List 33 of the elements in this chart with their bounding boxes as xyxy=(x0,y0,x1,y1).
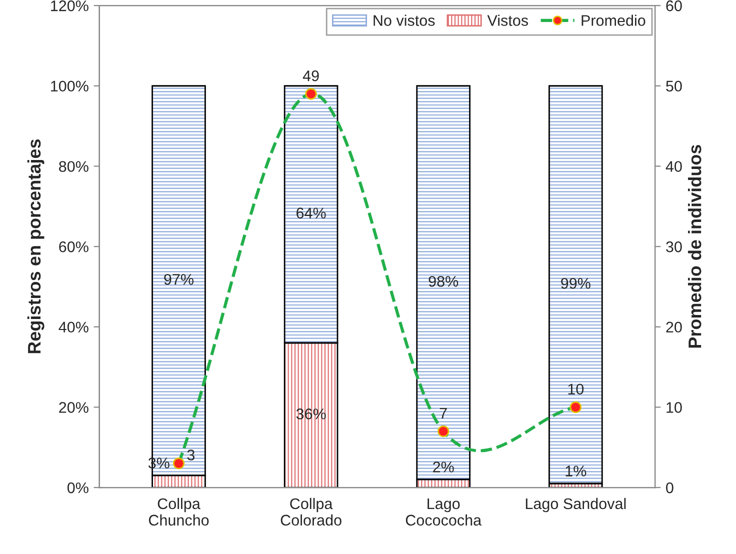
data-label: 1% xyxy=(566,466,586,476)
data-label: 97% xyxy=(164,274,194,285)
y-tick-label: 60% xyxy=(59,241,88,252)
y2-tick-label: 40 xyxy=(666,161,682,172)
data-label: 10 xyxy=(568,384,584,395)
x-tick-label: Lago Sandoval xyxy=(526,498,626,512)
y-tick-label: 0% xyxy=(67,482,88,494)
data-label: 49 xyxy=(302,70,319,82)
x-tick-label: Collpa Chuncho xyxy=(148,498,209,526)
y-tick-label: 20% xyxy=(59,402,88,413)
y2-tick-label: 10 xyxy=(666,402,682,413)
y2-tick-label: 50 xyxy=(666,80,682,92)
data-label: 3 xyxy=(187,450,195,460)
data-label: 2% xyxy=(433,462,454,472)
legend-label: Vistos xyxy=(487,14,528,26)
y-axis-title: Registros en porcentajes xyxy=(27,139,44,354)
y-tick-label: 120% xyxy=(51,0,88,12)
y2-axis-title: Promedio de individuos xyxy=(688,144,702,348)
x-tick-label: Collpa Colorado xyxy=(280,498,342,526)
y-tick-label: 80% xyxy=(59,161,88,172)
y2-tick-label: 20 xyxy=(666,322,682,333)
x-tick-label: Lago Cocococha xyxy=(406,498,482,526)
data-label: 99% xyxy=(561,278,590,289)
data-label: 7 xyxy=(440,408,447,418)
data-label: 98% xyxy=(428,276,458,287)
y2-tick-label: 30 xyxy=(666,241,682,252)
y-tick-label: 40% xyxy=(58,322,88,333)
data-label: 64% xyxy=(296,208,326,218)
y2-tick-label: 0 xyxy=(666,482,674,494)
y2-tick-label: 60 xyxy=(666,0,682,12)
legend-label: Promedio xyxy=(582,14,646,26)
legend-label: No vistos xyxy=(374,14,435,26)
y-tick-label: 100% xyxy=(51,80,88,92)
